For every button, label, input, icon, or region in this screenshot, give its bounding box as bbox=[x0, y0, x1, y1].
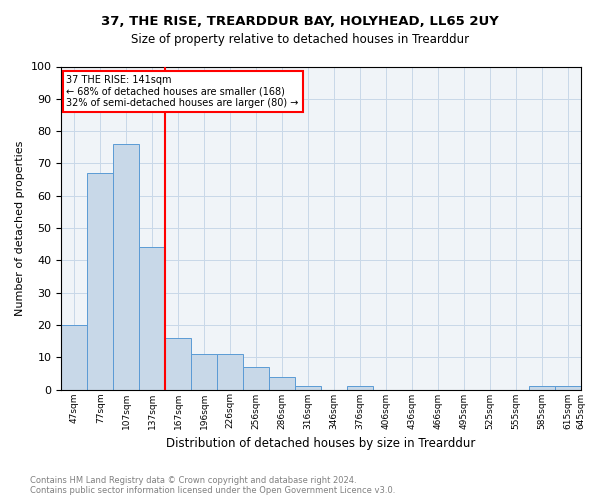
Bar bbox=[243, 367, 269, 390]
Bar bbox=[87, 173, 113, 390]
Bar bbox=[529, 386, 554, 390]
Y-axis label: Number of detached properties: Number of detached properties bbox=[15, 140, 25, 316]
Bar bbox=[347, 386, 373, 390]
Bar bbox=[295, 386, 321, 390]
X-axis label: Distribution of detached houses by size in Trearddur: Distribution of detached houses by size … bbox=[166, 437, 476, 450]
Text: Contains HM Land Registry data © Crown copyright and database right 2024.
Contai: Contains HM Land Registry data © Crown c… bbox=[30, 476, 395, 495]
Bar bbox=[113, 144, 139, 390]
Text: 37 THE RISE: 141sqm
← 68% of detached houses are smaller (168)
32% of semi-detac: 37 THE RISE: 141sqm ← 68% of detached ho… bbox=[67, 74, 299, 108]
Text: Size of property relative to detached houses in Trearddur: Size of property relative to detached ho… bbox=[131, 32, 469, 46]
Bar bbox=[139, 248, 165, 390]
Bar bbox=[554, 386, 581, 390]
Bar bbox=[191, 354, 217, 390]
Bar bbox=[61, 325, 87, 390]
Text: 37, THE RISE, TREARDDUR BAY, HOLYHEAD, LL65 2UY: 37, THE RISE, TREARDDUR BAY, HOLYHEAD, L… bbox=[101, 15, 499, 28]
Bar bbox=[269, 376, 295, 390]
Bar bbox=[217, 354, 243, 390]
Bar bbox=[165, 338, 191, 390]
